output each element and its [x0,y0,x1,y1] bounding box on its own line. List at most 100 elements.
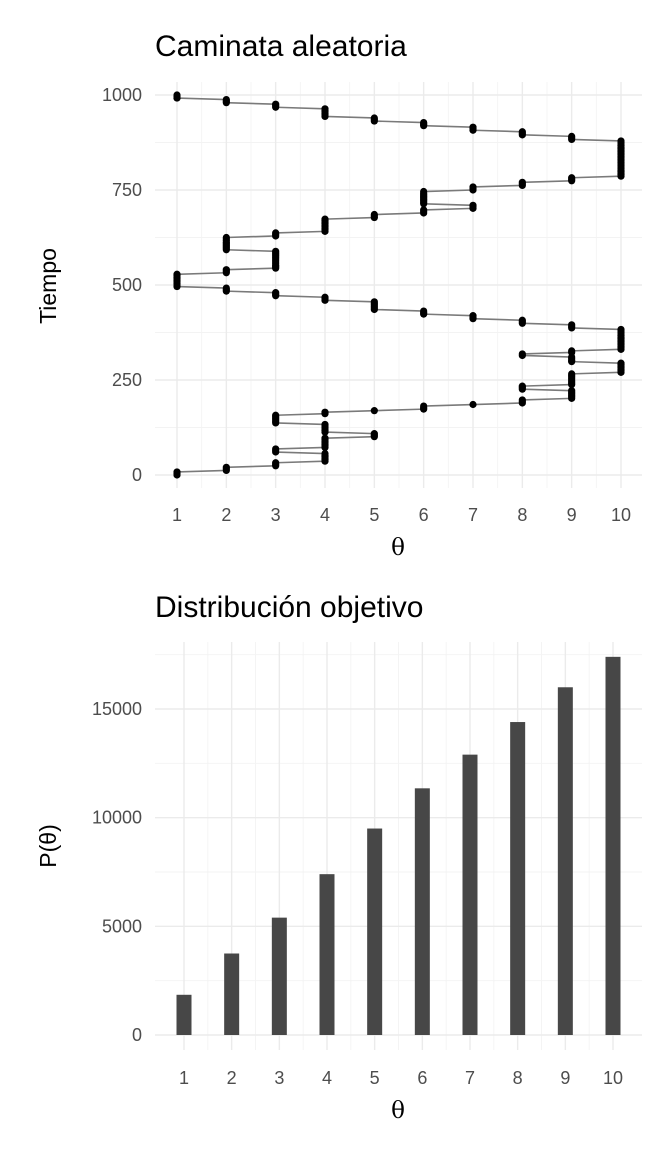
bar-x-tick-label: 7 [465,1068,475,1088]
walk-point [469,400,477,409]
walk-point [370,407,378,415]
walk-point [222,463,230,471]
walk-point [321,434,329,442]
walk-x-tick-label: 9 [567,505,577,525]
bar-x-tick-label: 4 [322,1068,332,1088]
walk-point [370,210,378,219]
walk-point [469,312,477,320]
walk-y-tick-label: 250 [112,370,142,390]
bar-y-axis-title: P(θ) [35,824,61,867]
walk-point [568,347,576,355]
walk-segment [226,290,276,294]
bar-y-tick-label: 0 [132,1025,142,1045]
walk-point [518,382,526,390]
walk-segment [571,138,622,142]
walk-point [173,270,181,278]
walk-segment [522,351,572,355]
walk-point [272,445,280,453]
walk-segment [423,189,474,193]
walk-segment [571,371,622,375]
bar-theta-10 [605,656,621,1035]
walk-segment [275,460,326,464]
walk-segment [522,180,572,184]
walk-point [173,91,181,99]
walk-segment [176,97,227,101]
walk-y-tick-label: 1000 [102,85,142,105]
walk-segment [522,134,572,138]
walk-segment [176,285,227,289]
walk-segment [226,465,276,469]
walk-point [469,183,477,191]
walk-point [420,307,428,315]
walk-segment [571,348,622,352]
walk-segment [176,469,227,473]
bar-theta-4 [319,874,335,1035]
walk-x-tick-label: 8 [517,505,527,525]
walk-x-tick-label: 5 [369,505,379,525]
walk-point [222,284,230,292]
bar-x-tick-label: 6 [417,1068,427,1088]
bar-x-tick-label: 3 [274,1068,284,1088]
bar-theta-8 [510,722,526,1035]
walk-segment [226,267,276,271]
random-walk-chart: Caminata aleatoria 1 2 3 4 5 6 7 8 9 10 0 250 500 750… [35,30,642,561]
walk-point [518,178,526,186]
walk-segment [275,446,326,450]
walk-point [272,411,280,419]
bar-theta-5 [367,828,383,1035]
bar-theta-2 [224,953,240,1035]
walk-path [173,91,625,479]
bar-y-tick-label: 15000 [92,699,142,719]
walk-chart-title: Caminata aleatoria [155,30,407,63]
walk-point [222,266,230,274]
walk-x-tick-label: 1 [172,505,182,525]
bar-theta-3 [271,917,287,1035]
walk-point [568,370,576,378]
walk-x-tick-label: 6 [419,505,429,525]
walk-segment [275,106,326,110]
bar-x-tick-label: 8 [513,1068,523,1088]
walk-point [568,387,576,395]
walk-point [420,206,428,214]
walk-segment [275,294,326,299]
walk-segment [275,422,326,426]
walk-chart-tick-labels: 1 2 3 4 5 6 7 8 9 10 0 250 500 750 1000 [102,85,631,525]
walk-y-axis-title: Tiempo [35,248,61,324]
bar-chart-title: Distribución objetivo [155,591,423,624]
walk-point [370,430,378,438]
bar-y-tick-label: 10000 [92,808,142,828]
walk-point [420,118,428,127]
walk-segment [374,212,424,216]
walk-segment [275,451,326,455]
walk-point [518,396,526,404]
walk-point [518,350,526,358]
walk-segment [522,354,572,358]
walk-segment [324,435,375,440]
walk-point [370,114,378,122]
walk-segment [472,129,523,133]
bar-chart-bars [176,656,621,1035]
walk-point [469,201,477,209]
walk-segment [226,248,276,253]
walk-point [617,325,625,334]
walk-segment [324,409,375,413]
walk-point [568,174,576,182]
walk-point [420,402,428,410]
walk-x-tick-label: 10 [611,505,631,525]
walk-segment [374,120,424,124]
bar-y-tick-label: 5000 [102,916,142,936]
bar-theta-7 [462,754,478,1035]
walk-x-tick-label: 7 [468,505,478,525]
walk-point [222,95,230,104]
walk-point [272,247,280,255]
walk-segment [522,383,572,387]
walk-segment [571,175,622,179]
walk-x-axis-title: θ [391,535,405,561]
walk-segment [374,308,424,312]
walk-segment [423,124,474,128]
walk-point [321,449,329,458]
walk-point [321,293,329,301]
bar-theta-6 [414,788,430,1035]
walk-segment [324,431,375,435]
walk-segment [324,115,375,119]
